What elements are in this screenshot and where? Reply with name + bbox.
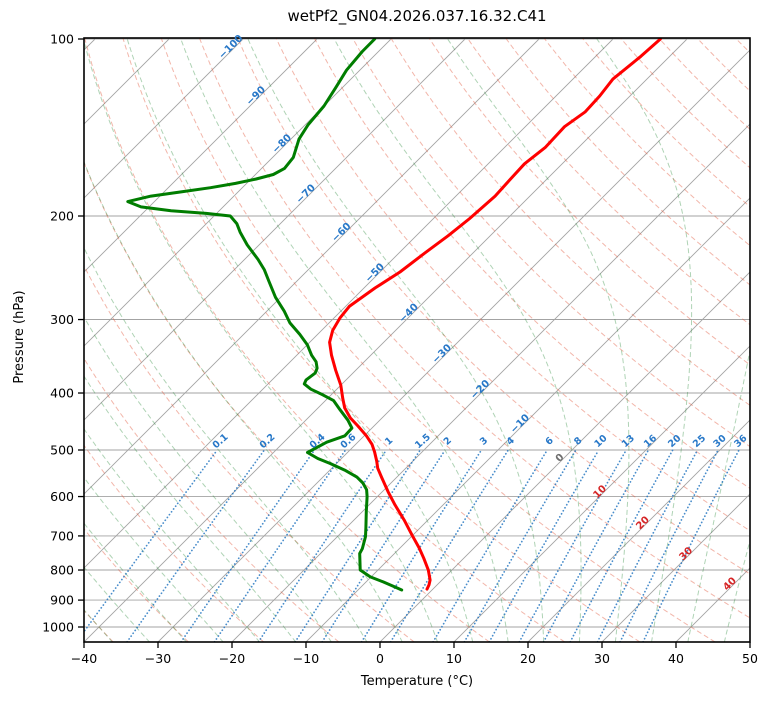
isotherm-label: −90 xyxy=(244,84,268,108)
isotherm-label: −40 xyxy=(397,302,421,326)
y-tick-label: 600 xyxy=(50,489,74,504)
mixing-ratio-label: 3 xyxy=(478,435,490,448)
x-tick-label: 50 xyxy=(742,651,758,666)
mixing-ratio-label: 20 xyxy=(666,433,683,450)
mixing-ratio-label: 30 xyxy=(711,433,728,450)
mixing-ratio-label: 0.2 xyxy=(258,432,278,451)
mixing-ratio-label: 6 xyxy=(544,435,557,448)
mixing-ratio-label: 13 xyxy=(620,433,637,450)
mixing-ratio-label: 2 xyxy=(442,435,454,448)
x-tick-label: 40 xyxy=(668,651,684,666)
y-tick-label: 300 xyxy=(50,312,74,327)
mixing-ratio-label: 1.5 xyxy=(413,432,433,451)
x-tick-label: −20 xyxy=(219,651,245,666)
x-tick-label: 30 xyxy=(594,651,610,666)
mixing-ratio-label: 1 xyxy=(383,435,395,448)
mixing-ratio-label: 10 xyxy=(592,433,609,450)
isotherm-label: −70 xyxy=(294,183,318,207)
mixing-ratio-lines xyxy=(84,449,740,642)
chart-title: wetPf2_GN04.2026.037.16.32.C41 xyxy=(287,7,547,25)
temperature-line xyxy=(328,38,662,591)
y-tick-label: 200 xyxy=(50,209,74,224)
dewpoint-line xyxy=(126,38,404,592)
isotherm-label: 30 xyxy=(678,545,696,563)
x-tick-label: 10 xyxy=(446,651,462,666)
isotherm-label: −20 xyxy=(469,378,493,402)
pressure-gridlines xyxy=(84,38,750,628)
y-tick-label: 900 xyxy=(50,593,74,608)
y-tick-label: 1000 xyxy=(42,620,74,635)
isotherm-label: −10 xyxy=(509,412,533,436)
y-tick-label: 400 xyxy=(50,386,74,401)
isotherm-label: −30 xyxy=(430,342,454,366)
isotherm-label: −60 xyxy=(330,221,354,245)
y-axis-label: Pressure (hPa) xyxy=(12,290,27,384)
mixing-ratio-label: 0.4 xyxy=(308,431,328,451)
isotherm-label: 40 xyxy=(721,575,739,593)
x-tick-label: 20 xyxy=(520,651,536,666)
mixing-ratio-label: 16 xyxy=(642,433,659,450)
mixing-ratio-label: 8 xyxy=(572,435,585,448)
x-tick-label: −40 xyxy=(71,651,97,666)
plot-border xyxy=(83,37,751,643)
x-tick-label: −30 xyxy=(145,651,171,666)
mixing-ratio-label: 0.1 xyxy=(211,432,231,451)
dry-adiabat-lines xyxy=(84,38,750,642)
y-tick-label: 100 xyxy=(50,32,74,47)
mixing-ratio-label: 0.6 xyxy=(339,431,359,451)
mixing-ratio-label: 25 xyxy=(691,433,708,450)
isotherm-label: −80 xyxy=(271,132,295,156)
y-tick-label: 500 xyxy=(50,442,74,457)
isotherm-label: 0 xyxy=(554,452,567,465)
y-tick-label: 800 xyxy=(50,563,74,578)
x-tick-label: 0 xyxy=(376,651,384,666)
x-axis-label: Temperature (°C) xyxy=(360,674,474,689)
x-tick-label: −10 xyxy=(293,651,319,666)
isotherm-label: 20 xyxy=(634,515,652,533)
y-tick-label: 700 xyxy=(50,528,74,543)
isotherm-lines xyxy=(84,38,750,642)
